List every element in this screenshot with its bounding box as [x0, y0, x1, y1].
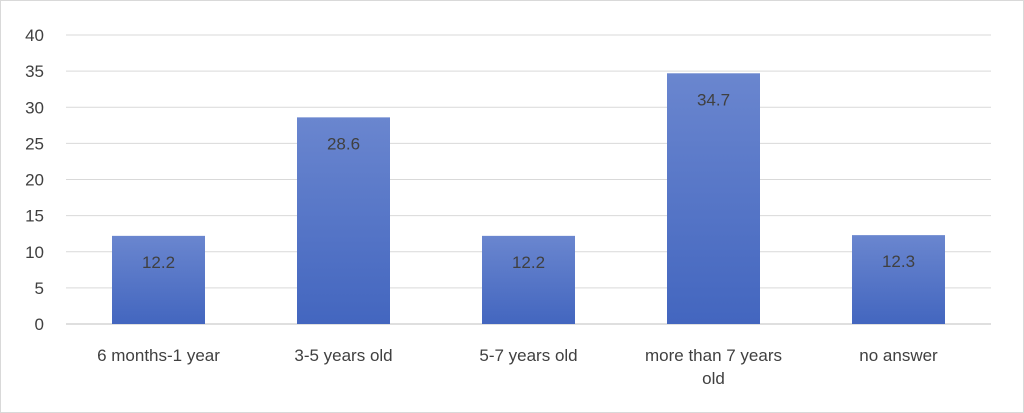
bar-data-label: 28.6 [327, 134, 360, 153]
y-tick-label: 30 [25, 98, 44, 117]
bar-data-label: 12.2 [512, 253, 545, 272]
y-tick-label: 10 [25, 243, 44, 262]
bar [852, 235, 945, 324]
x-category-label: 6 months-1 year [97, 346, 220, 365]
bars: 12.2 28.6 12.2 34.7 12.3 [112, 73, 945, 325]
x-category-label: no answer [859, 346, 938, 365]
x-category-label: 3-5 years old [294, 346, 392, 365]
bar [482, 235, 575, 324]
x-category-label: more than 7 years [645, 346, 782, 365]
x-category-label: 5-7 years old [479, 346, 577, 365]
y-tick-label: 35 [25, 62, 44, 81]
bar-data-label: 12.3 [882, 252, 915, 271]
bar-data-label: 12.2 [142, 253, 175, 272]
y-tick-label: 40 [25, 26, 44, 45]
bar [112, 235, 205, 324]
y-tick-label: 0 [35, 315, 44, 334]
y-tick-label: 15 [25, 207, 44, 226]
bar [667, 73, 760, 324]
y-tick-label: 5 [35, 279, 44, 298]
gridlines [66, 34, 991, 325]
y-tick-label: 20 [25, 171, 44, 190]
x-axis-labels: 6 months-1 year 3-5 years old 5-7 years ol… [97, 346, 938, 388]
bar-data-label: 34.7 [697, 90, 730, 109]
x-category-label: old [702, 369, 725, 388]
y-tick-label: 25 [25, 134, 44, 153]
bar [297, 117, 390, 325]
y-axis-ticks: 0 5 10 15 20 25 30 35 40 [25, 26, 44, 334]
